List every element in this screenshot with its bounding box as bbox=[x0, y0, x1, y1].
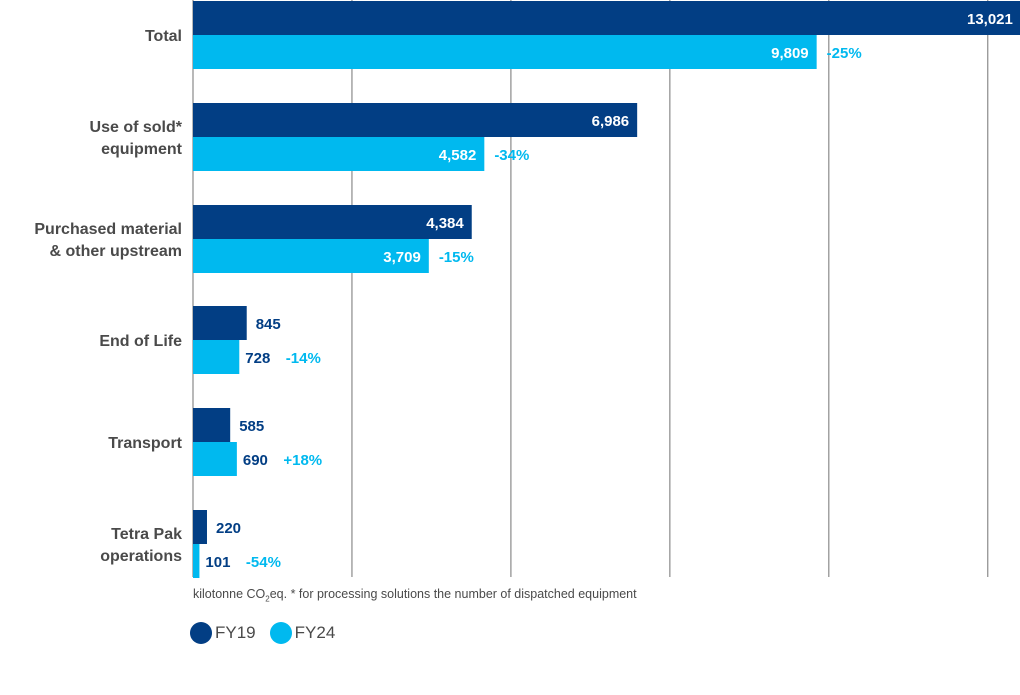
footnote-suffix: eq. * for processing solutions the numbe… bbox=[269, 587, 637, 601]
value-label-fy24-2: 3,709 bbox=[383, 249, 421, 266]
bar-fy19-0 bbox=[193, 1, 1020, 35]
change-label-2: -15% bbox=[439, 249, 474, 266]
value-label-fy24-3: 728 bbox=[245, 350, 270, 367]
bar-chart: Total 13,021 9,809 -25% Use of sold* equipmen… bbox=[34, 0, 1020, 578]
legend-label-fy19: FY19 bbox=[215, 623, 256, 642]
change-label-0: -25% bbox=[827, 45, 862, 62]
bar-fy19-4 bbox=[193, 408, 231, 442]
value-label-fy19-0: 13,021 bbox=[967, 11, 1013, 28]
change-label-5: -54% bbox=[246, 554, 281, 571]
category-label-2-1: & other upstream bbox=[50, 243, 182, 260]
value-label-fy24-4: 690 bbox=[243, 452, 268, 469]
footnote: kilotonne CO2eq. * for processing soluti… bbox=[193, 587, 637, 604]
bars bbox=[193, 1, 1020, 578]
bar-fy19-2 bbox=[193, 205, 472, 239]
bar-fy24-3 bbox=[193, 340, 240, 374]
category-label-1-0: Use of sold* bbox=[90, 119, 183, 136]
category-label-2-0: Purchased material bbox=[34, 221, 182, 238]
footnote-subscript: 2 bbox=[265, 594, 270, 604]
bar-fy19-5 bbox=[193, 510, 207, 544]
bar-fy19-1 bbox=[193, 103, 638, 137]
category-label-0-0: Total bbox=[145, 28, 182, 45]
footnote-prefix: kilotonne CO bbox=[193, 587, 266, 601]
legend: FY19 FY24 bbox=[190, 622, 335, 644]
bar-fy24-2 bbox=[193, 239, 429, 273]
bar-fy24-1 bbox=[193, 137, 485, 171]
bar-fy24-4 bbox=[193, 442, 237, 476]
legend-item-fy24: FY24 bbox=[269, 622, 336, 644]
value-label-fy24-0: 9,809 bbox=[771, 45, 809, 62]
bar-fy19-3 bbox=[193, 306, 247, 340]
bar-fy24-5 bbox=[193, 544, 200, 578]
legend-swatch-fy19 bbox=[190, 622, 212, 644]
value-label-fy19-3: 845 bbox=[256, 316, 281, 333]
change-label-1: -34% bbox=[494, 147, 529, 164]
gridlines bbox=[192, 0, 989, 577]
category-label-3-0: End of Life bbox=[99, 333, 182, 350]
legend-swatch-fy24 bbox=[269, 622, 292, 644]
change-label-4: +18% bbox=[283, 452, 322, 469]
value-label-fy24-1: 4,582 bbox=[439, 147, 477, 164]
bar-fy24-0 bbox=[193, 35, 817, 69]
value-label-fy19-1: 6,986 bbox=[592, 113, 630, 130]
value-label-fy24-5: 101 bbox=[205, 554, 230, 571]
category-label-5-1: operations bbox=[100, 548, 182, 565]
labels: Total 13,021 9,809 -25% Use of sold* equipmen… bbox=[34, 11, 1013, 571]
category-label-4-0: Transport bbox=[108, 435, 182, 452]
change-label-3: -14% bbox=[286, 350, 321, 367]
legend-item-fy19: FY19 bbox=[190, 622, 256, 644]
value-label-fy19-2: 4,384 bbox=[426, 215, 464, 232]
category-label-1-1: equipment bbox=[101, 141, 183, 158]
value-label-fy19-4: 585 bbox=[239, 418, 264, 435]
legend-label-fy24: FY24 bbox=[294, 623, 336, 642]
category-label-5-0: Tetra Pak bbox=[111, 526, 182, 543]
value-label-fy19-5: 220 bbox=[216, 520, 241, 537]
